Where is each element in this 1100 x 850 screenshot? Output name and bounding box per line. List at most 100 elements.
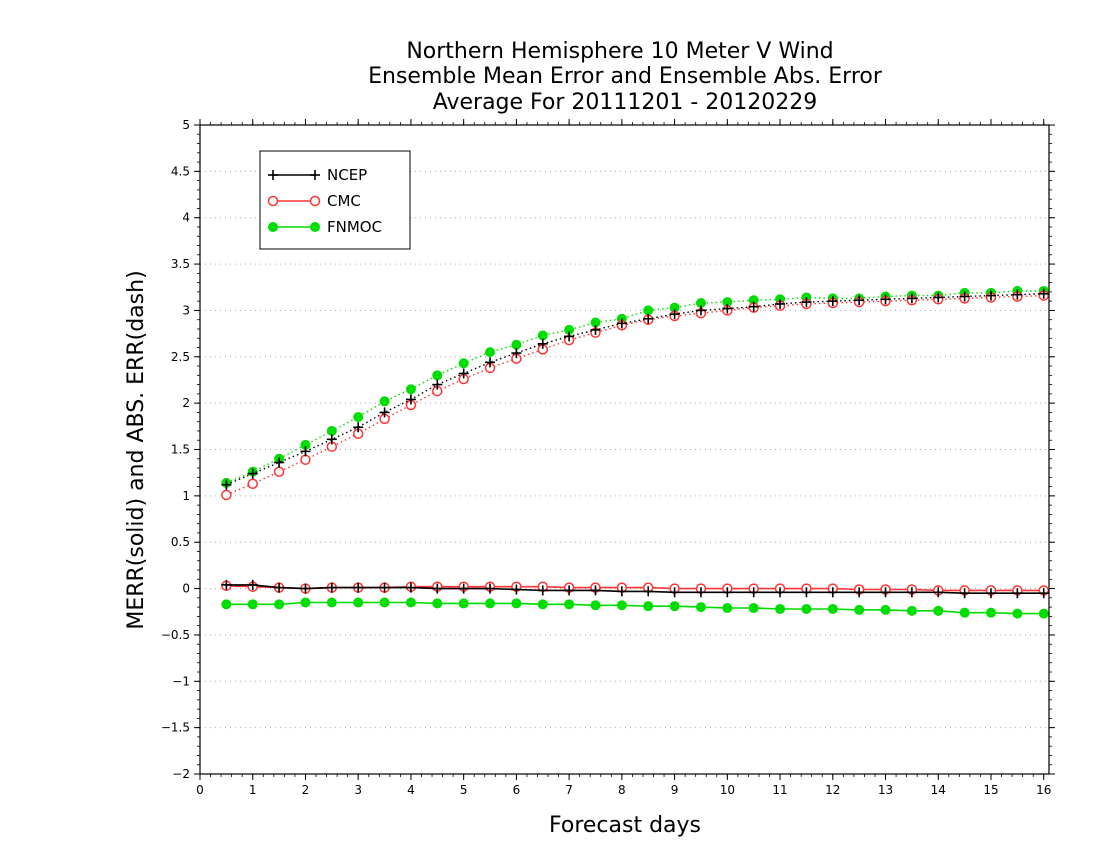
y-axis-label: MERR(solid) and ABS. ERR(dash) <box>124 270 149 629</box>
series-ncep-abs-err-point <box>590 324 601 335</box>
series-fnmoc-merr-point <box>669 601 680 612</box>
series-fnmoc-merr-point <box>537 599 548 610</box>
x-tick-label: 3 <box>354 783 362 797</box>
series-fnmoc-merr-point <box>985 607 996 618</box>
series-fnmoc-merr-point <box>247 599 258 610</box>
legend-label: NCEP <box>327 166 367 184</box>
legend-label: CMC <box>327 192 361 210</box>
series-ncep-abs-err-point <box>643 313 654 324</box>
x-tick-label: 1 <box>249 783 257 797</box>
series-fnmoc-merr-point <box>432 598 443 609</box>
series-ncep-abs-err-point <box>432 379 443 390</box>
series-fnmoc-merr-point <box>748 603 759 614</box>
series-fnmoc-merr-point <box>405 597 416 608</box>
series-fnmoc-merr-point <box>827 603 838 614</box>
y-tick-label: 0.5 <box>171 535 190 549</box>
legend-marker-left <box>268 222 278 232</box>
series-cmc-abs-err-line <box>226 294 1044 496</box>
series-ncep-abs-err-point <box>537 338 548 349</box>
series-fnmoc-merr-point <box>854 604 865 615</box>
x-tick-label: 8 <box>618 783 626 797</box>
series-ncep-merr-point <box>326 582 337 593</box>
legend-marker-right <box>310 222 320 232</box>
legend-entry-fnmoc: FNMOC <box>268 218 382 236</box>
x-tick-label: 4 <box>407 783 415 797</box>
legend-box <box>259 150 411 250</box>
y-tick-label: 3.5 <box>171 257 190 271</box>
series-fnmoc-abs-err-line <box>226 290 1044 484</box>
series-ncep-merr-point <box>1012 588 1023 599</box>
chart-title-line-3: Average For 20111201 - 20120229 <box>433 90 818 115</box>
series-ncep-merr-point <box>274 582 285 593</box>
series-fnmoc-abs-err-point <box>537 330 548 341</box>
series-ncep-abs-err-point <box>353 422 364 433</box>
series-fnmoc-merr-point <box>959 607 970 618</box>
series-fnmoc-abs-err-point <box>379 396 390 407</box>
x-axis-ticks: 0 1 2 3 4 5 6 7 8 9 10 11 12 13 14 15 16 <box>196 119 1051 797</box>
series-ncep-merr-point <box>933 587 944 598</box>
x-tick-label: 13 <box>878 783 893 797</box>
y-tick-label: −2 <box>172 767 190 781</box>
series-ncep-merr-point <box>590 585 601 596</box>
series-ncep-abs-err-point <box>854 295 865 306</box>
series-fnmoc-abs-err-point <box>405 384 416 395</box>
series-ncep-abs-err-point <box>379 407 390 418</box>
legend-marker-right <box>309 195 321 207</box>
series-fnmoc-abs-err-point <box>485 347 496 358</box>
series-cmc <box>221 290 1049 596</box>
series-ncep-abs-err-line <box>226 293 1044 486</box>
series-ncep-abs-err-point <box>405 394 416 405</box>
y-tick-label: −1 <box>172 674 190 688</box>
series-cmc-abs-err-point <box>247 478 258 490</box>
series-ncep-merr-point <box>959 588 970 599</box>
x-tick-label: 11 <box>772 783 787 797</box>
series-fnmoc-merr-point <box>564 599 575 610</box>
series-ncep-merr-point <box>458 583 469 594</box>
y-tick-label: 3 <box>182 303 190 317</box>
series-ncep-abs-err-point <box>1038 288 1049 299</box>
series-fnmoc-merr-point <box>722 603 733 614</box>
series-fnmoc-abs-err-point <box>458 358 469 369</box>
series-ncep-merr-point <box>722 587 733 598</box>
series-ncep-merr-point <box>880 587 891 598</box>
x-tick-label: 7 <box>565 783 573 797</box>
series-fnmoc-merr-point <box>933 605 944 616</box>
series-ncep-merr-point <box>827 587 838 598</box>
x-tick-label: 12 <box>825 783 840 797</box>
legend-marker-right <box>310 170 320 180</box>
series-ncep-abs-err-point <box>1012 289 1023 300</box>
series-ncep-merr-point <box>537 585 548 596</box>
series-ncep-merr-point <box>405 582 416 593</box>
series-ncep-merr-point <box>616 586 627 597</box>
legend-entry-ncep: NCEP <box>268 166 367 184</box>
series-ncep-abs-err-point <box>247 468 258 479</box>
series-ncep-merr-point <box>1038 588 1049 599</box>
x-tick-label: 5 <box>460 783 468 797</box>
y-axis-ticks: 5 4.5 4 3.5 3 2.5 2 1.5 1 0.5 0 −0.5 −1 −1.5 −2 <box>161 118 1055 781</box>
series-lines <box>221 285 1049 619</box>
series-ncep-abs-err-point <box>933 292 944 303</box>
series-ncep-merr-point <box>564 585 575 596</box>
series-fnmoc-merr-point <box>590 600 601 611</box>
series-fnmoc-merr-point <box>775 603 786 614</box>
series-fnmoc-merr-point <box>695 602 706 613</box>
series-fnmoc-merr-point <box>300 597 311 608</box>
series-ncep-abs-err-point <box>959 291 970 302</box>
series-ncep-abs-err-point <box>906 293 917 304</box>
series-ncep-merr-point <box>775 587 786 598</box>
series-fnmoc-merr-point <box>485 598 496 609</box>
series-ncep-merr-point <box>985 588 996 599</box>
y-tick-label: 2.5 <box>171 350 190 364</box>
series-ncep-merr-point <box>379 582 390 593</box>
legend: NCEP CMC FNMOC <box>259 150 411 250</box>
y-tick-label: 2 <box>182 396 190 410</box>
series-ncep-abs-err-point <box>485 357 496 368</box>
series-ncep-merr-point <box>801 587 812 598</box>
series-ncep-merr-point <box>247 579 258 590</box>
series-cmc-abs-err-point <box>273 466 285 478</box>
series-ncep-abs-err-point <box>880 294 891 305</box>
series-ncep-merr-point <box>300 583 311 594</box>
y-tick-label: −1.5 <box>161 721 190 735</box>
series-fnmoc-merr-point <box>1012 608 1023 619</box>
